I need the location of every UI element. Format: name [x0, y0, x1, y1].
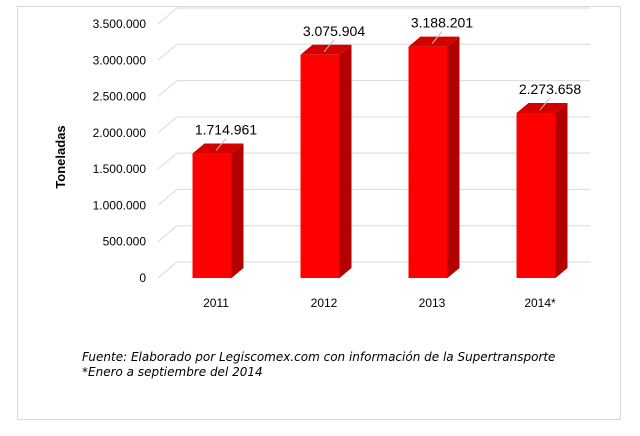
y-tick-label: 1.000.000 [93, 198, 147, 212]
y-tick-label: 1.500.000 [93, 162, 147, 176]
x-tick-label: 2012 [311, 296, 338, 310]
bar-side [447, 36, 460, 278]
bar-2014*: 2.273.658 [516, 81, 581, 278]
source-note: Fuente: Elaborado por Legiscomex.com con… [82, 350, 556, 364]
bar-front [408, 46, 448, 278]
x-tick-label: 2014* [524, 296, 556, 310]
label-leader [431, 31, 443, 44]
y-axis-label: Toneladas [53, 125, 68, 188]
x-tick-label: 2011 [203, 296, 229, 310]
y-axis: 0 500.000 1.000.000 1.500.000 2.000.000 2.500… [93, 17, 147, 285]
y-tick-label: 2.000.000 [93, 126, 147, 140]
bar-side [231, 143, 244, 278]
bar-front [516, 112, 556, 278]
gridline-diagonal [157, 7, 178, 25]
data-label: 3.188.201 [411, 15, 473, 31]
y-tick-label: 2.500.000 [93, 90, 147, 104]
bar-side [339, 44, 352, 278]
bar-chart: 0 500.000 1.000.000 1.500.000 2.000.000 2.500… [53, 7, 590, 310]
bar-2011: 1.714.961 [192, 122, 257, 278]
data-label: 2.273.658 [519, 81, 581, 97]
gridline-diagonal [157, 80, 178, 97]
gridline-diagonal [157, 152, 178, 170]
footnote: Fuente: Elaborado por Legiscomex.com con… [82, 350, 640, 380]
period-note: *Enero a septiembre del 2014 [82, 365, 263, 379]
x-axis: 2011 2012 2013 2014* [203, 296, 556, 310]
gridline-diagonal [157, 261, 178, 279]
label-leader [215, 138, 227, 151]
y-tick-label: 3.500.000 [93, 17, 147, 31]
gridline-diagonal [157, 189, 178, 206]
bars: 1.714.961 3.075.904 3.188.201 2.273.658 [192, 15, 581, 278]
x-tick-label: 2013 [419, 296, 446, 310]
y-tick-label: 3.000.000 [93, 53, 147, 67]
y-tick-label: 500.000 [103, 235, 147, 249]
bar-2013: 3.188.201 [408, 15, 473, 278]
data-label: 3.075.904 [303, 23, 365, 39]
label-leader [539, 97, 551, 111]
bar-front [300, 54, 340, 278]
label-leader [323, 39, 335, 53]
gridline-diagonal [157, 43, 178, 61]
data-label: 1.714.961 [195, 122, 257, 138]
bar-side [555, 102, 568, 278]
gridline-diagonal [157, 225, 178, 243]
chart-frame: 0 500.000 1.000.000 1.500.000 2.000.000 2.500… [17, 6, 621, 420]
gridline-diagonal [157, 116, 178, 134]
bar-front [192, 153, 232, 278]
bar-2012: 3.075.904 [300, 23, 365, 278]
y-tick-label: 0 [139, 271, 146, 285]
